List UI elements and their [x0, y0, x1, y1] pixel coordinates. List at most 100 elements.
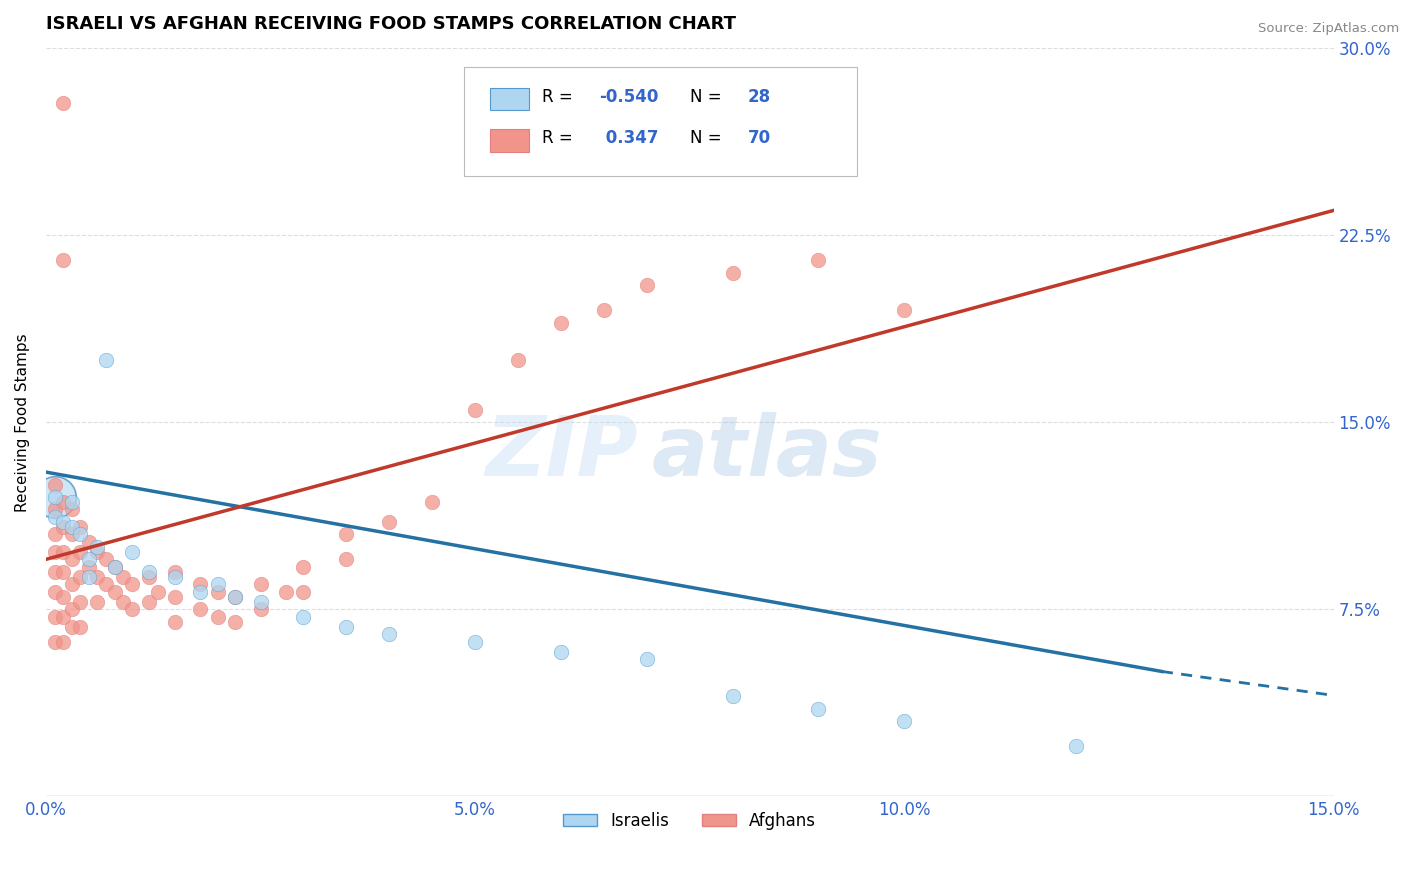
Point: [207, 577, 229, 591]
Point: [190, 602, 212, 616]
Point: [52, 609, 75, 624]
Point: [94, 353, 117, 368]
Point: [112, 595, 135, 609]
Point: [893, 303, 915, 318]
Text: ZIP: ZIP: [485, 412, 638, 492]
Point: [276, 584, 298, 599]
Point: [138, 570, 160, 584]
Point: [190, 584, 212, 599]
Point: [138, 595, 160, 609]
Point: [224, 590, 246, 604]
Point: [44, 565, 66, 579]
Point: [550, 316, 572, 330]
Point: [163, 590, 186, 604]
Point: [60, 619, 83, 633]
Point: [378, 515, 401, 529]
Point: [60, 495, 83, 509]
Text: -0.540: -0.540: [599, 88, 659, 106]
Point: [378, 627, 401, 641]
Text: atlas: atlas: [651, 412, 882, 492]
Text: N =: N =: [690, 129, 727, 147]
Point: [207, 609, 229, 624]
Point: [69, 570, 91, 584]
Point: [207, 584, 229, 599]
Legend: Israelis, Afghans: Israelis, Afghans: [557, 805, 823, 837]
Point: [121, 545, 143, 559]
Point: [60, 520, 83, 534]
Bar: [491, 129, 529, 152]
Text: R =: R =: [541, 88, 578, 106]
Point: [52, 495, 75, 509]
Point: [69, 527, 91, 541]
Bar: [491, 88, 529, 111]
Point: [464, 634, 486, 648]
Point: [94, 577, 117, 591]
Point: [60, 602, 83, 616]
Point: [163, 615, 186, 629]
Point: [593, 303, 616, 318]
Point: [69, 595, 91, 609]
Point: [163, 570, 186, 584]
Point: [86, 595, 108, 609]
Text: 70: 70: [748, 129, 770, 147]
Point: [77, 534, 100, 549]
Point: [104, 559, 127, 574]
Point: [249, 602, 271, 616]
Point: [335, 619, 357, 633]
Text: N =: N =: [690, 88, 727, 106]
Point: [52, 96, 75, 111]
Point: [86, 540, 108, 554]
Text: 0.347: 0.347: [599, 129, 658, 147]
Point: [44, 502, 66, 516]
Point: [807, 253, 830, 268]
FancyBboxPatch shape: [464, 67, 858, 176]
Point: [44, 545, 66, 559]
Point: [60, 502, 83, 516]
Point: [506, 353, 529, 368]
Point: [52, 565, 75, 579]
Point: [146, 584, 169, 599]
Point: [52, 253, 75, 268]
Point: [121, 577, 143, 591]
Point: [60, 552, 83, 566]
Point: [292, 584, 315, 599]
Point: [249, 595, 271, 609]
Point: [893, 714, 915, 729]
Point: [52, 634, 75, 648]
Point: [807, 702, 830, 716]
Point: [86, 570, 108, 584]
Point: [77, 559, 100, 574]
Point: [464, 402, 486, 417]
Point: [112, 570, 135, 584]
Point: [420, 495, 443, 509]
Point: [249, 577, 271, 591]
Point: [44, 527, 66, 541]
Point: [104, 559, 127, 574]
Point: [190, 577, 212, 591]
Point: [44, 490, 66, 504]
Point: [60, 527, 83, 541]
Point: [335, 527, 357, 541]
Point: [44, 477, 66, 491]
Point: [44, 510, 66, 524]
Point: [52, 515, 75, 529]
Text: R =: R =: [541, 129, 578, 147]
Point: [121, 602, 143, 616]
Point: [292, 609, 315, 624]
Point: [77, 570, 100, 584]
Point: [138, 565, 160, 579]
Text: 28: 28: [748, 88, 770, 106]
Point: [224, 615, 246, 629]
Point: [636, 278, 658, 293]
Point: [44, 584, 66, 599]
Point: [69, 520, 91, 534]
Y-axis label: Receiving Food Stamps: Receiving Food Stamps: [15, 333, 30, 512]
Point: [60, 577, 83, 591]
Point: [1064, 739, 1087, 754]
Point: [52, 590, 75, 604]
Point: [292, 559, 315, 574]
Point: [163, 565, 186, 579]
Point: [69, 545, 91, 559]
Point: [550, 644, 572, 658]
Point: [69, 619, 91, 633]
